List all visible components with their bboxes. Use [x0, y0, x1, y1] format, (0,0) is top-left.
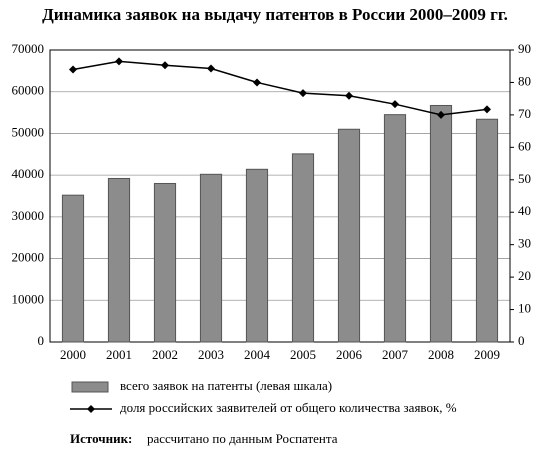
marker	[207, 64, 215, 73]
y-tick-label: 50000	[12, 124, 45, 139]
x-tick-label: 2001	[106, 347, 132, 362]
marker	[69, 65, 77, 74]
x-tick-label: 2005	[290, 347, 316, 362]
marker	[391, 100, 399, 109]
y2-tick-label: 40	[518, 203, 531, 218]
bar	[475, 118, 499, 343]
x-tick-label: 2004	[244, 347, 271, 362]
source-label: Источник:	[70, 431, 132, 446]
line	[72, 60, 488, 116]
y-tick-label: 20000	[12, 250, 45, 265]
source-text: рассчитано по данным Роспатента	[147, 431, 338, 446]
y2-tick-label: 90	[518, 41, 531, 56]
marker	[299, 89, 307, 98]
plot-frame	[49, 49, 511, 343]
chart-title: Динамика заявок на выдачу патентов в Рос…	[42, 5, 508, 24]
x-tick-label: 2002	[152, 347, 178, 362]
marker	[115, 57, 123, 66]
y2-tick-label: 70	[518, 106, 531, 121]
marker	[437, 110, 445, 119]
bar	[337, 128, 361, 343]
y2-tick-label: 10	[518, 301, 531, 316]
x-tick-label: 2007	[382, 347, 409, 362]
y2-tick-label: 30	[518, 236, 531, 251]
x-tick-label: 2003	[198, 347, 224, 362]
bar	[61, 194, 85, 343]
y2-tick-label: 20	[518, 268, 531, 283]
y-tick-label: 40000	[12, 166, 45, 181]
bar	[383, 114, 407, 343]
y-tick-label: 70000	[12, 41, 45, 56]
y2-tick-label: 60	[518, 138, 531, 153]
bar	[199, 173, 223, 343]
marker	[161, 61, 169, 70]
legend-marker	[87, 405, 95, 413]
marker	[345, 91, 353, 100]
bar	[429, 104, 453, 343]
x-tick-label: 2006	[336, 347, 363, 362]
y2-tick-label: 50	[518, 171, 531, 186]
y-tick-label: 60000	[12, 83, 45, 98]
bar	[107, 177, 131, 343]
y2-tick-label: 0	[518, 333, 525, 348]
x-tick-label: 2000	[60, 347, 86, 362]
bar	[153, 182, 177, 343]
x-tick-label: 2009	[474, 347, 500, 362]
marker	[253, 78, 261, 87]
bar	[245, 168, 269, 343]
bar	[291, 153, 315, 343]
legend-label: всего заявок на патенты (левая шкала)	[120, 378, 332, 393]
marker	[483, 105, 491, 114]
y2-tick-label: 80	[518, 73, 531, 88]
y-tick-label: 0	[38, 333, 45, 348]
legend-swatch	[71, 381, 109, 393]
x-tick-label: 2008	[428, 347, 454, 362]
y-tick-label: 30000	[12, 208, 45, 223]
legend-label: доля российских заявителей от общего кол…	[120, 400, 457, 415]
y-tick-label: 10000	[12, 291, 45, 306]
